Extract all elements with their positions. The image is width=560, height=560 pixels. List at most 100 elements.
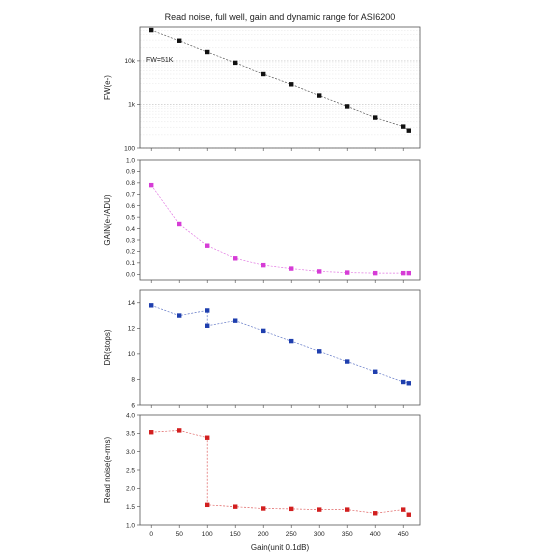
data-point — [177, 38, 182, 43]
data-point — [177, 428, 182, 433]
y-tick-label: 1.5 — [126, 504, 135, 511]
plot-frame — [139, 289, 421, 406]
data-point — [406, 128, 411, 133]
data-point — [261, 71, 266, 77]
y-tick-label: 4.0 — [126, 412, 135, 419]
y-tick-label: 0.0 — [126, 272, 135, 279]
data-point — [317, 349, 322, 354]
data-point — [149, 303, 154, 308]
data-point — [205, 323, 210, 328]
y-tick-label: 3.5 — [126, 431, 135, 438]
y-tick-label: 2.5 — [126, 467, 135, 474]
y-tick-label: 0.4 — [126, 226, 135, 233]
y-tick-label: 1k — [128, 102, 136, 109]
y-axis-label: Read noise(e-rms) — [103, 437, 112, 504]
y-tick-label: 1.0 — [126, 522, 135, 529]
data-point — [261, 262, 266, 268]
data-point — [149, 27, 154, 33]
data-point — [289, 338, 294, 344]
x-axis-label: Gain(unit 0.1dB) — [251, 543, 310, 552]
data-point — [401, 507, 406, 512]
panel-1: 100 1k 10k FW(e-) FW=51K — [103, 26, 421, 152]
x-tick-label: 100 — [202, 531, 213, 538]
data-point — [289, 82, 294, 87]
y-tick-label: 6 — [131, 402, 135, 409]
data-point — [233, 60, 238, 66]
data-point — [149, 182, 154, 188]
y-axis-label: FW(e-) — [103, 75, 112, 100]
data-point — [205, 308, 210, 313]
data-point — [345, 104, 350, 109]
x-tick-label: 0 — [149, 531, 153, 538]
y-tick-label: 2.0 — [126, 486, 135, 493]
data-point — [233, 256, 238, 261]
y-tick-label: 14 — [128, 300, 136, 307]
data-point — [345, 270, 350, 275]
x-tick-label: 150 — [230, 531, 241, 538]
plot-frame — [139, 26, 421, 149]
data-point — [289, 266, 294, 271]
y-tick-label: 0.8 — [126, 180, 135, 187]
data-point — [373, 115, 378, 120]
data-point — [406, 270, 411, 276]
x-tick-label: 50 — [176, 531, 184, 538]
series-line — [151, 29, 410, 131]
series-line — [151, 304, 409, 384]
data-point — [261, 328, 266, 334]
data-point — [406, 512, 411, 517]
data-point — [205, 243, 210, 248]
panel-2: 0.0 0.1 0.2 0.3 0.4 0.5 0.6 0.7 0.8 0.9 1.0 GAIN(e-… — [103, 157, 421, 283]
y-tick-label: 0.1 — [126, 260, 135, 267]
x-tick-label: 350 — [342, 531, 353, 538]
data-point — [345, 507, 350, 512]
data-point — [406, 381, 411, 386]
data-point — [401, 270, 406, 276]
y-tick-label: 0.2 — [126, 249, 135, 256]
data-point — [205, 435, 210, 440]
data-point — [317, 269, 322, 274]
data-point — [149, 430, 154, 435]
data-point — [177, 221, 182, 227]
series-line — [150, 184, 409, 274]
panels-group: 1001k10kFW(e-)FW=51K0.00.10.20.30.40.50.… — [103, 26, 421, 538]
chart-title: Read noise, full well, gain and dynamic … — [165, 12, 396, 22]
data-point — [401, 379, 406, 385]
y-axis-label: DR(stops) — [103, 329, 112, 365]
y-tick-label: 0.9 — [126, 169, 135, 176]
data-point — [233, 504, 238, 509]
y-tick-label: 10k — [125, 58, 136, 65]
data-point — [261, 506, 266, 511]
y-tick-label: 0.3 — [126, 237, 135, 244]
x-tick-label: 250 — [286, 531, 297, 538]
y-tick-label: 10 — [128, 351, 136, 358]
y-tick-label: 0.7 — [126, 192, 135, 199]
data-point — [317, 93, 322, 98]
x-tick-label: 450 — [398, 531, 409, 538]
x-tick-label: 400 — [370, 531, 381, 538]
plot-frame — [139, 159, 421, 281]
data-point — [289, 506, 294, 512]
data-point — [317, 507, 322, 512]
data-point — [345, 359, 350, 364]
y-axis-label: GAIN(e-/ADU) — [103, 194, 112, 245]
series-line — [151, 430, 410, 515]
y-tick-label: 3.0 — [126, 449, 135, 456]
data-point — [401, 124, 406, 129]
y-tick-label: 0.5 — [126, 214, 135, 221]
x-tick-label: 300 — [314, 531, 325, 538]
y-tick-label: 0.6 — [126, 203, 135, 210]
data-point — [177, 313, 182, 318]
y-tick-label: 1.0 — [126, 157, 135, 164]
panel-3: 6 8 10 12 14 DR(stops) — [103, 289, 421, 409]
data-point — [373, 270, 378, 276]
panel-4: 1.0 1.5 2.0 2.5 3.0 3.5 4.0 0 50 100 150 200 250 300 3… — [103, 412, 421, 538]
y-tick-label: 100 — [124, 145, 135, 152]
panel-annotation: FW=51K — [146, 57, 174, 64]
data-point — [373, 511, 378, 516]
x-tick-label: 200 — [258, 531, 269, 538]
y-tick-label: 8 — [131, 377, 135, 384]
data-point — [373, 369, 378, 374]
data-point — [233, 318, 238, 323]
